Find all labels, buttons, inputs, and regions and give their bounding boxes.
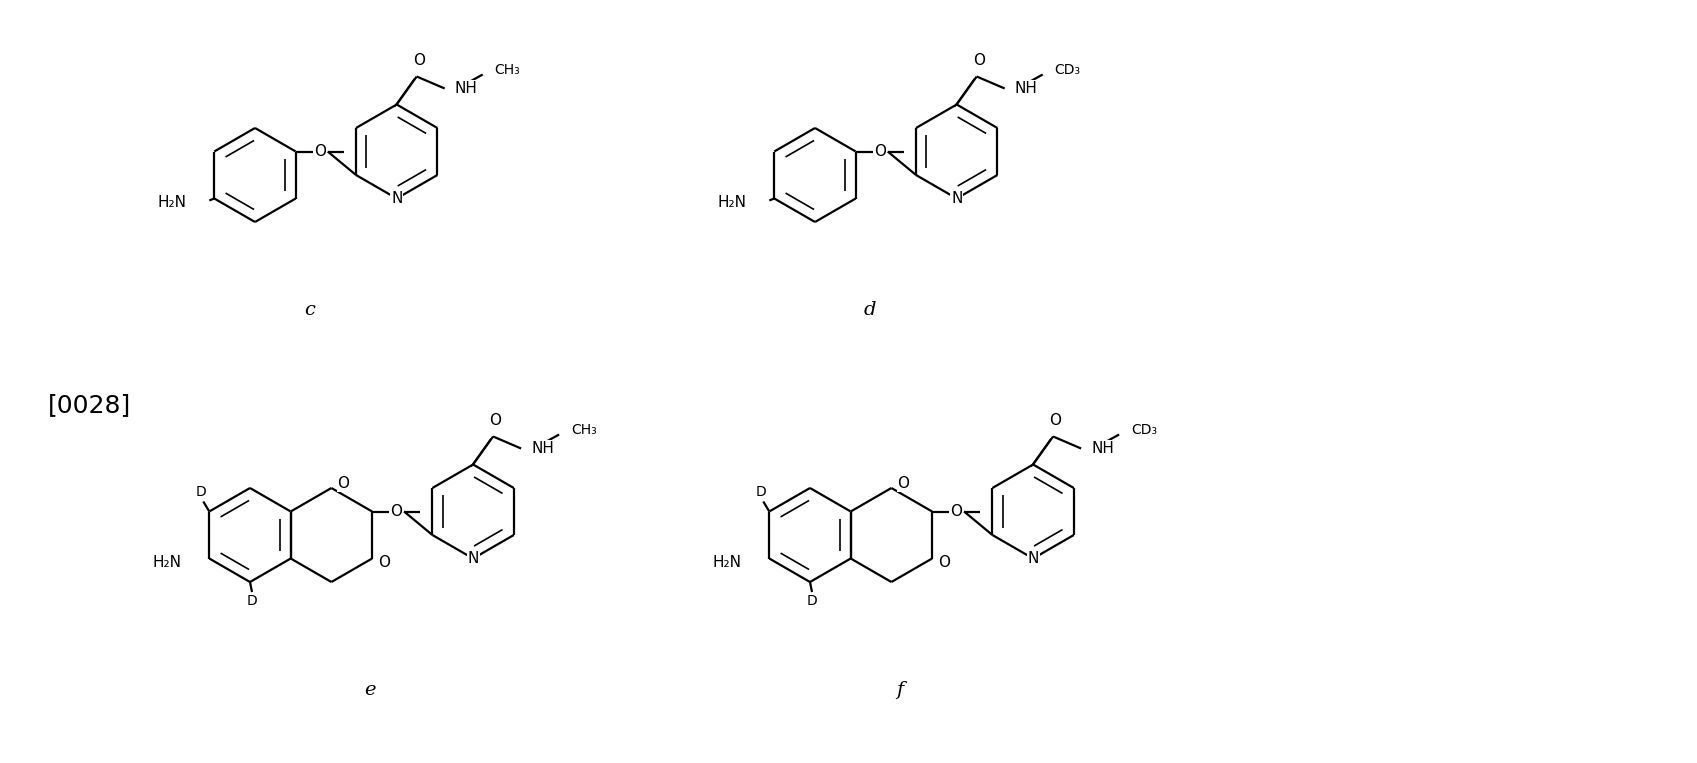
Text: H₂N: H₂N: [158, 195, 187, 210]
Text: O: O: [412, 53, 424, 68]
Text: O: O: [314, 144, 326, 159]
Text: N: N: [467, 551, 479, 566]
Text: NH: NH: [531, 441, 553, 456]
Text: O: O: [950, 504, 962, 519]
Text: c: c: [304, 301, 316, 319]
Text: CD₃: CD₃: [1056, 63, 1081, 78]
Text: d: d: [864, 301, 876, 319]
Text: N: N: [950, 191, 962, 206]
Text: O: O: [938, 555, 950, 570]
Text: CH₃: CH₃: [572, 423, 597, 437]
Text: O: O: [1049, 413, 1061, 428]
Text: O: O: [390, 504, 402, 519]
Text: NH: NH: [1015, 81, 1037, 96]
Text: CD₃: CD₃: [1132, 423, 1157, 437]
Text: O: O: [489, 413, 501, 428]
Text: D: D: [195, 485, 207, 500]
Text: O: O: [898, 477, 910, 491]
Text: D: D: [246, 594, 258, 608]
Text: O: O: [972, 53, 984, 68]
Text: CH₃: CH₃: [496, 63, 521, 78]
Text: N: N: [390, 191, 402, 206]
Text: D: D: [755, 485, 767, 500]
Text: H₂N: H₂N: [153, 555, 182, 570]
Text: H₂N: H₂N: [718, 195, 747, 210]
Text: N: N: [1027, 551, 1039, 566]
Text: O: O: [874, 144, 886, 159]
Text: e: e: [365, 681, 375, 699]
Text: O: O: [338, 477, 350, 491]
Text: NH: NH: [455, 81, 477, 96]
Text: NH: NH: [1091, 441, 1113, 456]
Text: D: D: [806, 594, 818, 608]
Text: O: O: [378, 555, 390, 570]
Text: [0028]: [0028]: [48, 393, 131, 417]
Text: H₂N: H₂N: [713, 555, 742, 570]
Text: f: f: [896, 681, 903, 699]
